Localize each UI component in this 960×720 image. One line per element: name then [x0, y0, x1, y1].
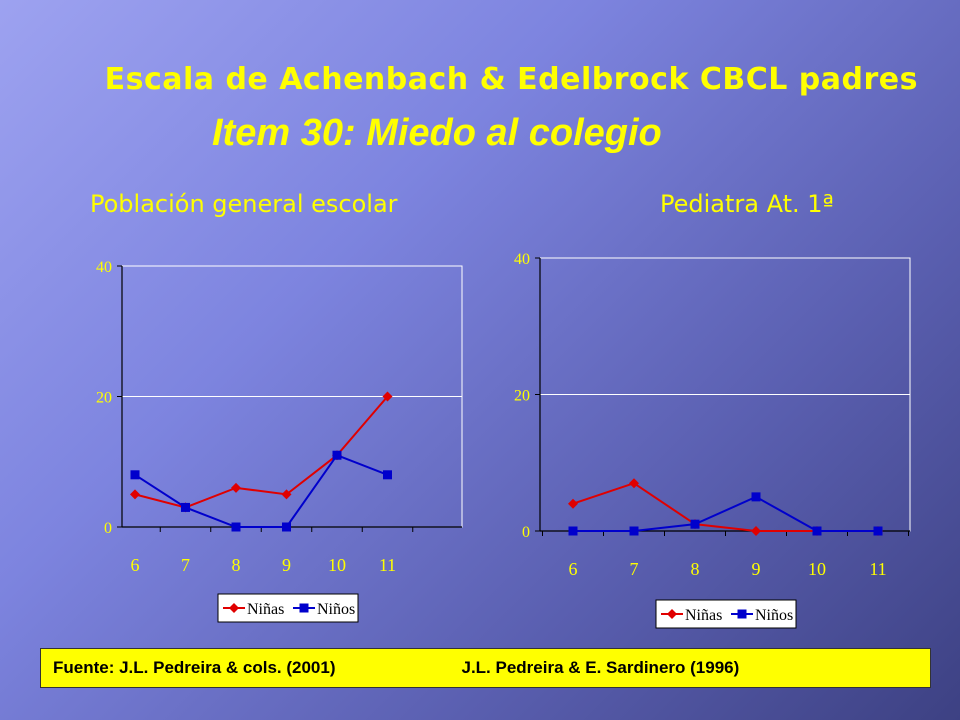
- footer-source-left: Fuente: J.L. Pedreira & cols. (2001): [53, 658, 336, 677]
- x-tick-label: 8: [232, 555, 241, 575]
- data-point-ninos: [130, 470, 140, 480]
- right-chart-heading: Pediatra At. 1ª: [660, 190, 834, 218]
- data-point-ninas: [382, 391, 393, 402]
- data-point-ninos: [231, 522, 241, 532]
- data-point-ninos: [332, 450, 342, 460]
- x-tick-label: 11: [379, 555, 396, 575]
- x-tick-label: 9: [282, 555, 291, 575]
- source-footer: Fuente: J.L. Pedreira & cols. (2001) J.L…: [40, 648, 931, 688]
- footer-source-right: J.L. Pedreira & E. Sardinero (1996): [461, 658, 740, 677]
- data-point-ninas: [231, 482, 241, 493]
- data-point-ninos: [181, 502, 190, 512]
- data-point-ninos: [383, 470, 392, 480]
- legend-label-ninas: Niñas: [247, 601, 284, 618]
- legend-marker-ninas: [229, 603, 239, 613]
- x-tick-label: 7: [181, 555, 190, 575]
- data-point-ninos: [282, 522, 291, 532]
- data-point-ninas: [281, 489, 292, 500]
- left-chart-heading: Población general escolar: [90, 190, 398, 218]
- y-tick-label: 0: [104, 520, 112, 537]
- legend-marker-ninos: [299, 603, 309, 613]
- x-tick-label: 10: [328, 555, 346, 575]
- slide-title: Escala de Achenbach & Edelbrock CBCL pad…: [104, 62, 918, 97]
- slide-subtitle: Item 30: Miedo al colegio: [212, 112, 662, 154]
- series-line-ninos: [134, 454, 388, 528]
- y-tick-label: 20: [96, 390, 112, 407]
- data-point-ninas: [130, 489, 140, 500]
- series-line-ninas: [134, 395, 389, 509]
- legend-label-ninos: Niños: [317, 601, 355, 618]
- x-tick-label: 6: [131, 555, 140, 575]
- y-tick-label: 40: [96, 259, 112, 276]
